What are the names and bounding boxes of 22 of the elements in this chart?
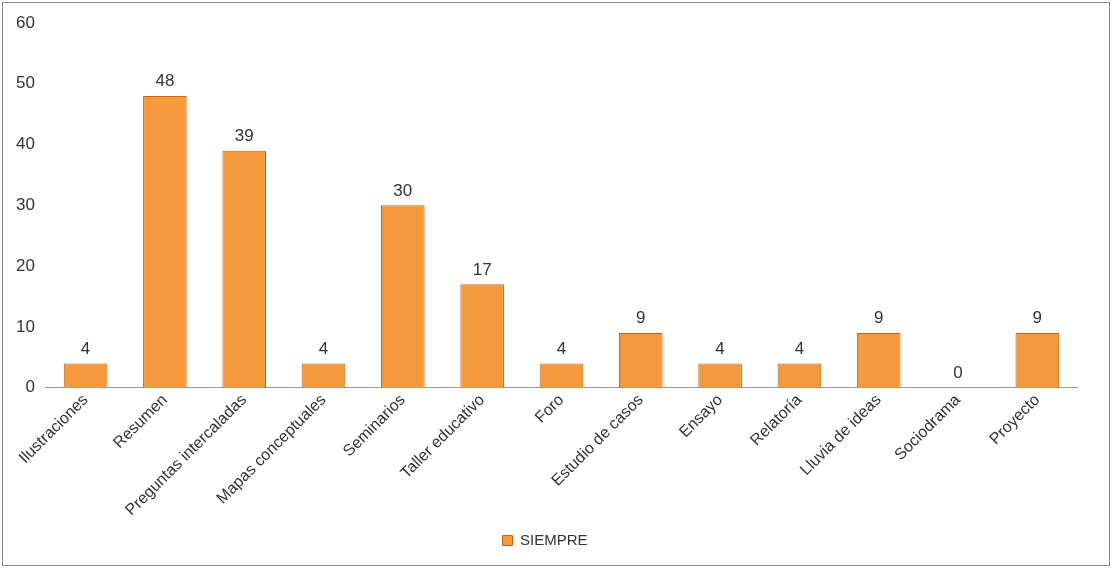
data-label: 48	[155, 71, 175, 91]
data-label: 9	[636, 308, 646, 328]
data-label: 4	[715, 338, 725, 358]
data-label: 4	[80, 338, 91, 358]
y-tick-label: 30	[15, 195, 35, 215]
data-label: 9	[873, 308, 884, 328]
legend-label: SIEMPRE	[519, 530, 588, 548]
data-label: 39	[234, 125, 254, 145]
data-label: 17	[472, 259, 492, 279]
y-tick-label: 20	[15, 255, 35, 275]
y-tick-label: 10	[15, 316, 35, 336]
data-label: 9	[1032, 308, 1043, 328]
y-tick-label: 50	[15, 73, 35, 93]
y-tick-label: 40	[15, 134, 35, 154]
data-label: 4	[794, 338, 805, 358]
x-tick-label: Foro	[531, 390, 567, 426]
data-label: 30	[393, 180, 413, 200]
y-tick-label: 0	[25, 377, 35, 397]
data-label: 4	[556, 338, 567, 358]
y-tick-label: 60	[15, 12, 35, 32]
data-label: 0	[953, 362, 963, 382]
data-label: 4	[318, 338, 329, 358]
